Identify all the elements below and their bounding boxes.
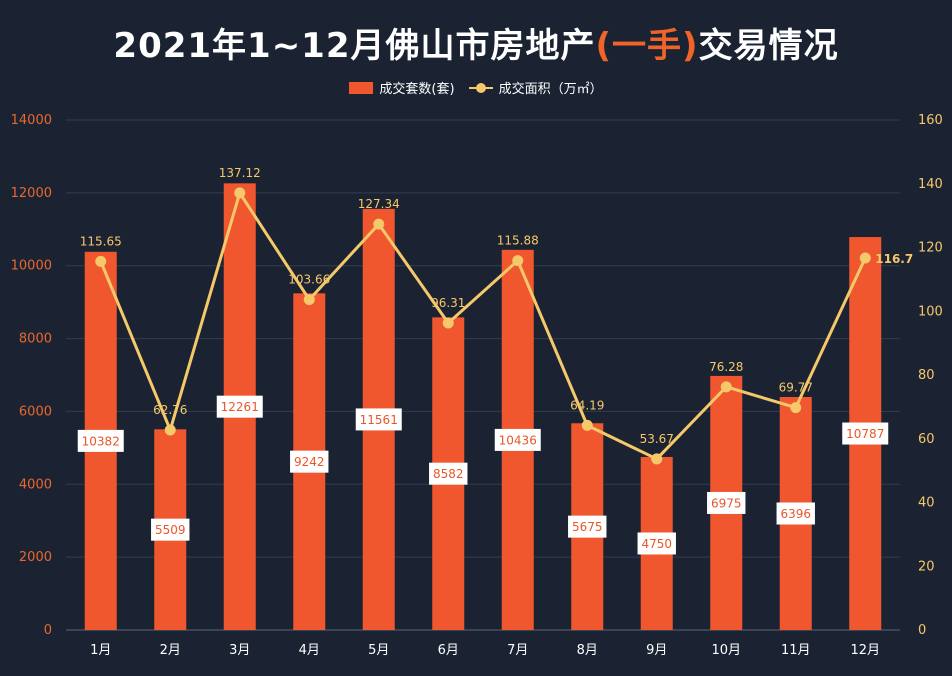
line-point	[95, 255, 107, 267]
line-data-label: 137.12	[219, 166, 261, 180]
x-tick-label: 2月	[160, 643, 181, 658]
x-tick-label: 5月	[368, 643, 389, 658]
x-tick-label: 3月	[229, 643, 250, 658]
line-point	[303, 294, 315, 306]
line-data-label: 96.31	[431, 296, 465, 310]
series-line	[99, 191, 867, 461]
x-tick-label: 9月	[646, 643, 667, 658]
line-data-label: 115.65	[80, 234, 122, 248]
line-data-label: 103.66	[288, 273, 330, 287]
bar-data-label: 10436	[499, 433, 537, 447]
line-data-label: 116.7	[875, 252, 913, 266]
legend-label-line: 成交面积（万㎡）	[498, 82, 603, 97]
bar-data-label-box	[494, 428, 541, 451]
y-left-tick-label: 6000	[19, 404, 52, 419]
bar-data-label: 6396	[780, 507, 811, 521]
legend-item-line: 成交面积（万㎡）	[468, 78, 603, 97]
bar-data-label-box	[637, 532, 676, 555]
chart-title: 2021年1~12月佛山市房地产(一手)交易情况	[0, 18, 952, 67]
bar-data-label: 4750	[641, 537, 672, 551]
line-point	[790, 402, 802, 414]
legend-item-bar: 成交套数(套)	[349, 78, 455, 97]
line-point	[512, 255, 524, 267]
line-data-label: 62.76	[153, 403, 187, 417]
chart-title-prefix: 2021年1~12月佛山市房地产	[113, 26, 596, 66]
x-tick-label: 1月	[90, 643, 111, 658]
bar-data-label-box	[776, 502, 815, 525]
line-point	[234, 187, 246, 199]
bar-data-label-box	[290, 450, 329, 473]
y-left-tick-label: 4000	[19, 477, 52, 492]
bar-data-label: 5675	[572, 520, 603, 534]
bar-data-label: 11561	[360, 413, 398, 427]
bar-data-label-box	[842, 422, 889, 445]
y-right-tick-label: 80	[918, 368, 935, 383]
line-data-label: 64.19	[570, 398, 604, 412]
x-tick-label: 10月	[711, 643, 741, 658]
y-right-tick-label: 20	[918, 559, 935, 574]
bar-data-label-box	[355, 408, 402, 431]
chart-legend: 成交套数(套) 成交面积（万㎡）	[0, 78, 952, 97]
legend-swatch-line	[468, 82, 493, 94]
bar-data-label-box	[77, 429, 124, 452]
y-right-tick-label: 60	[918, 432, 935, 447]
line-point	[720, 381, 732, 393]
x-tick-label: 6月	[438, 643, 459, 658]
x-tick-label: 11月	[781, 643, 811, 658]
bar-data-label: 5509	[155, 523, 186, 537]
bar-data-label: 6975	[711, 496, 742, 510]
line-data-label: 76.28	[709, 360, 743, 374]
bar-data-label-box	[151, 518, 190, 541]
bar-data-label: 10787	[846, 427, 884, 441]
x-tick-label: 4月	[299, 643, 320, 658]
y-left-tick-label: 10000	[11, 259, 52, 274]
bar-data-label: 8582	[433, 467, 464, 481]
line-point	[859, 252, 871, 264]
x-tick-label: 8月	[577, 643, 598, 658]
bar-data-label: 10382	[82, 434, 120, 448]
x-tick-label: 7月	[507, 643, 528, 658]
y-right-tick-label: 100	[918, 304, 943, 319]
line-point	[373, 218, 385, 230]
chart-title-suffix: 交易情况	[698, 26, 839, 66]
line-data-label: 115.88	[497, 234, 539, 248]
legend-label-bar: 成交套数(套)	[379, 82, 455, 97]
bar-data-label-box	[429, 462, 468, 485]
y-right-tick-label: 120	[918, 241, 943, 256]
line-point	[581, 419, 593, 431]
chart-title-highlight: (一手)	[595, 26, 699, 66]
y-right-tick-label: 40	[918, 496, 935, 511]
y-right-tick-label: 160	[918, 113, 943, 128]
line-data-label: 53.67	[640, 432, 674, 446]
y-left-tick-label: 8000	[19, 332, 52, 347]
y-right-tick-label: 140	[918, 177, 943, 192]
line-point	[651, 453, 663, 465]
y-right-tick-label: 0	[918, 623, 926, 638]
line-point	[164, 424, 176, 436]
line-point	[442, 317, 454, 329]
y-left-tick-label: 14000	[11, 113, 52, 128]
x-tick-label: 12月	[850, 643, 880, 658]
bar-data-label-box	[568, 515, 607, 538]
y-left-tick-label: 2000	[19, 550, 52, 565]
y-left-tick-label: 0	[44, 623, 52, 638]
bar-data-label-box	[707, 491, 746, 514]
line-data-label: 69.77	[779, 381, 813, 395]
y-left-tick-label: 12000	[11, 186, 52, 201]
bar-data-label-box	[216, 395, 263, 418]
bar-data-label: 12261	[221, 400, 259, 414]
bar-data-label: 9242	[294, 455, 325, 469]
legend-swatch-bar	[349, 81, 374, 94]
line-data-label: 127.34	[358, 197, 400, 211]
